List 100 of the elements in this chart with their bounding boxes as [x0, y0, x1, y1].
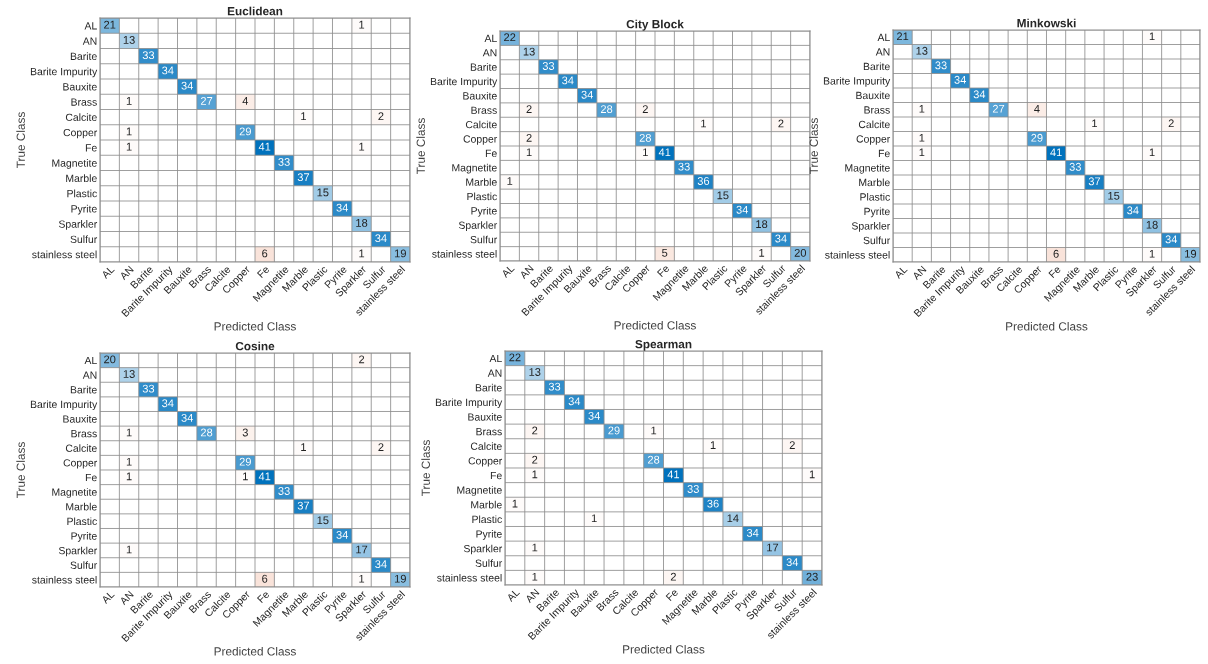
- chart-title: Euclidean: [227, 6, 283, 16]
- data-label: 33: [935, 61, 947, 70]
- data-label: 33: [278, 487, 290, 495]
- y-tick-label: Copper: [63, 459, 98, 469]
- x-tick-label: AL: [100, 590, 115, 605]
- y-tick-label: Calcite: [65, 444, 97, 452]
- data-label: 33: [687, 485, 699, 493]
- y-tick-label: AL: [484, 34, 497, 42]
- data-label: 37: [297, 173, 310, 182]
- data-label: 34: [336, 530, 349, 539]
- y-tick-label: stainless steel: [32, 575, 97, 584]
- data-label: 1: [126, 97, 132, 105]
- y-tick-label: Marble: [66, 174, 97, 182]
- y-tick-label: AL: [877, 33, 890, 42]
- y-tick-label: Fe: [490, 471, 502, 480]
- data-label: 2: [778, 119, 784, 128]
- data-label: 27: [992, 104, 1005, 113]
- y-axis-title: True Class: [809, 118, 818, 175]
- data-label: 34: [181, 413, 194, 422]
- y-tick-label: Barite Impurity: [435, 398, 503, 409]
- data-label: 5: [662, 249, 668, 257]
- y-tick-label: Sulfur: [470, 235, 498, 244]
- x-axis-title: Predicted Class: [614, 320, 696, 330]
- data-label: 33: [1069, 162, 1081, 171]
- data-label: 1: [532, 470, 538, 479]
- data-label: 18: [756, 220, 768, 229]
- y-tick-label: Barite: [70, 385, 97, 394]
- data-label: 41: [658, 148, 671, 157]
- data-label: 1: [243, 472, 248, 481]
- y-tick-label: Bauxite: [468, 413, 502, 421]
- y-tick-label: Barite: [475, 383, 502, 392]
- y-tick-label: Sparkler: [58, 546, 98, 557]
- y-axis-title: True Class: [16, 442, 25, 499]
- x-axis-title: Predicted Class: [623, 644, 705, 654]
- data-label: 6: [262, 249, 268, 258]
- data-label: 19: [1185, 249, 1197, 258]
- y-tick-label: Sparkler: [58, 220, 98, 230]
- data-label: 34: [162, 399, 174, 408]
- data-label: 37: [297, 501, 310, 510]
- data-label: 1: [532, 543, 538, 552]
- data-label: 28: [647, 455, 660, 464]
- data-label: 1: [126, 457, 132, 466]
- y-tick-label: Barite Impurity: [30, 67, 98, 78]
- x-axis-title: Predicted Class: [214, 646, 296, 656]
- data-label: 13: [123, 370, 135, 378]
- data-label: 1: [651, 426, 657, 435]
- data-label: 1: [359, 249, 365, 258]
- y-axis-title: True Class: [16, 112, 25, 169]
- y-tick-label: Calcite: [65, 113, 97, 121]
- data-label: 34: [562, 76, 574, 85]
- y-tick-label: stainless steel: [32, 250, 97, 259]
- data-label: 34: [336, 203, 349, 212]
- y-tick-label: Brass: [476, 428, 502, 436]
- y-tick-label: Sulfur: [863, 236, 891, 245]
- data-label: 34: [1165, 235, 1178, 244]
- data-label: 2: [526, 105, 532, 113]
- data-label: 6: [1053, 249, 1059, 258]
- y-tick-label: Copper: [468, 457, 503, 467]
- data-label: 21: [104, 20, 116, 29]
- data-label: 1: [126, 472, 132, 481]
- data-label: 1: [710, 441, 716, 449]
- data-label: 1: [126, 545, 132, 554]
- y-tick-label: Marble: [471, 500, 502, 509]
- y-tick-label: Fe: [485, 149, 497, 158]
- data-label: 41: [258, 472, 271, 481]
- data-label: 1: [1092, 119, 1098, 128]
- data-label: 33: [142, 384, 155, 393]
- y-tick-label: Pyrite: [864, 207, 890, 218]
- data-label: 28: [600, 105, 613, 114]
- y-tick-label: Magnetite: [452, 163, 497, 174]
- y-tick-label: AN: [482, 49, 497, 57]
- y-tick-label: Sparkler: [458, 221, 498, 231]
- y-tick-label: stainless steel: [825, 250, 890, 259]
- y-axis-title: True Class: [416, 118, 425, 175]
- data-label: 17: [356, 545, 368, 554]
- y-tick-label: Copper: [856, 135, 891, 145]
- data-label: 41: [1050, 148, 1062, 157]
- y-tick-label: AL: [489, 354, 502, 363]
- y-tick-label: Plastic: [67, 189, 97, 198]
- y-tick-label: Copper: [463, 135, 498, 145]
- data-label: 41: [258, 142, 271, 151]
- data-label: 17: [767, 543, 779, 552]
- y-tick-label: Barite Impurity: [30, 400, 98, 411]
- y-tick-label: Plastic: [472, 515, 502, 524]
- data-label: 19: [394, 574, 406, 583]
- data-label: 1: [532, 572, 538, 581]
- data-label: 2: [1168, 119, 1174, 128]
- y-tick-label: Magnetite: [457, 486, 502, 496]
- data-label: 34: [568, 397, 581, 406]
- y-tick-label: Bauxite: [63, 415, 97, 423]
- data-label: 34: [181, 81, 194, 90]
- y-tick-label: Sparkler: [463, 544, 503, 555]
- data-label: 33: [278, 157, 290, 166]
- chart-title: Spearman: [635, 339, 692, 351]
- data-label: 2: [642, 105, 648, 113]
- data-label: 2: [378, 112, 384, 120]
- x-tick-label: AL: [100, 265, 115, 280]
- data-label: 1: [512, 499, 518, 508]
- y-tick-label: Pyrite: [471, 206, 497, 217]
- y-tick-label: Plastic: [67, 517, 97, 526]
